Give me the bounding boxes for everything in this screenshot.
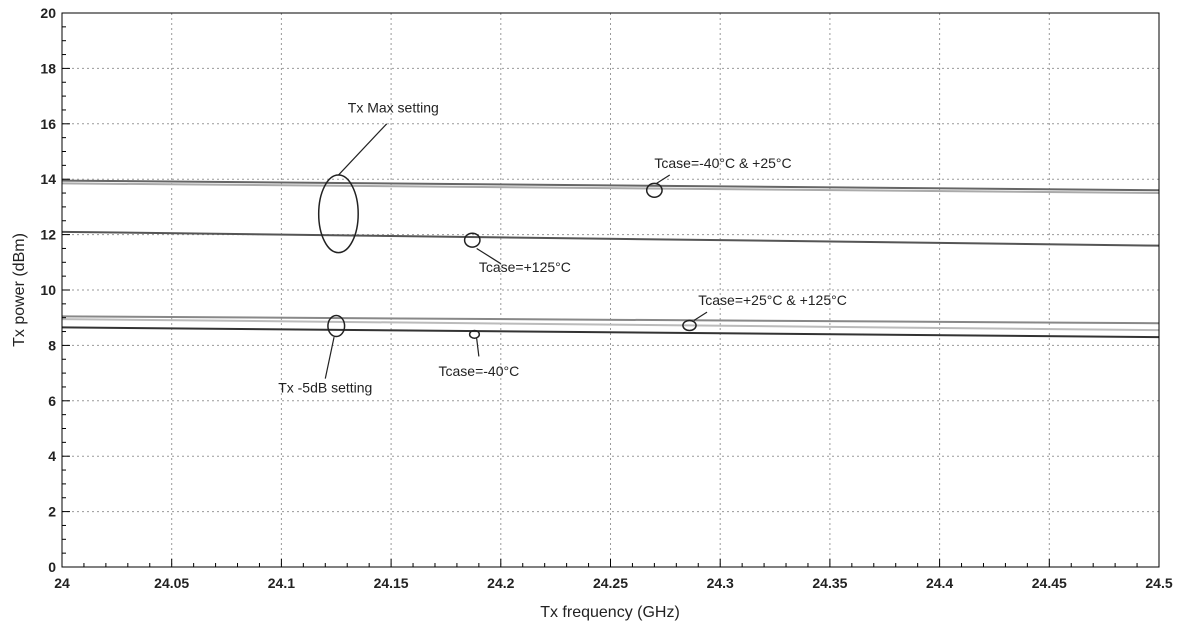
annotation: Tcase=-40°C & +25°C [645,155,792,198]
annotation-leader [656,174,671,184]
annotations-group: Tx Max setting Tcase=-40°C & +25°C Tcase=+… [278,100,847,396]
x-tick-label: 24 [54,575,70,591]
annotation-label: Tcase=+25°C & +125°C [698,292,847,308]
annotation: Tcase=+125°C [463,232,571,275]
x-tick-label: 24.05 [154,575,189,591]
annotation-label: Tx Max setting [348,100,439,116]
y-tick-label: 14 [40,171,56,187]
x-tick-label: 24.25 [593,575,628,591]
y-tick-label: 6 [48,393,56,409]
x-tick-label: 24.1 [268,575,295,591]
y-tick-label: 8 [48,337,56,353]
grid-lines [62,13,1159,567]
x-tick-label: 24.2 [487,575,514,591]
y-tick-label: 4 [48,448,56,464]
y-tick-label: 20 [40,5,56,21]
annotation-leader [324,336,335,379]
annotation-label: Tcase=+125°C [479,259,571,275]
annotation-ellipse [468,329,481,339]
x-axis-ticks: 24 24.05 24.1 24.15 24.2 24.25 24.3 24.35 24.4 24… [54,559,1173,591]
annotation: Tcase=-40°C [439,329,520,379]
series-line [61,326,1160,339]
series-line [61,315,1160,325]
x-tick-label: 24.3 [707,575,734,591]
x-tick-label: 24.45 [1032,575,1067,591]
annotation-label: Tcase=-40°C & +25°C [654,155,791,171]
y-axis-ticks: 0 2 4 6 8 10 12 14 16 18 20 [40,5,70,575]
annotation-ellipse [327,314,346,338]
annotation-ellipse [682,319,697,332]
y-tick-label: 16 [40,116,56,132]
annotation-leader [693,311,708,321]
annotation-ellipse [645,182,663,198]
annotation: Tcase=+25°C & +125°C [682,292,847,332]
y-tick-label: 2 [48,504,56,520]
series-line [61,182,1160,195]
y-axis-label: Tx power (dBm) [11,233,28,347]
series-line [61,179,1160,192]
annotation-leader [338,123,388,176]
annotation: Tx -5dB setting [278,314,372,395]
y-tick-label: 12 [40,227,56,243]
y-tick-label: 10 [40,282,56,298]
x-axis-label: Tx frequency (GHz) [540,604,680,621]
annotation-label: Tcase=-40°C [439,363,520,379]
annotation-leader [476,338,480,357]
annotation: Tx Max setting [317,100,439,254]
x-tick-label: 24.15 [374,575,409,591]
x-tick-label: 24.4 [926,575,953,591]
x-tick-label: 24.35 [812,575,847,591]
annotation-leader [476,247,502,265]
y-tick-label: 0 [48,559,56,575]
series-line [61,318,1160,332]
x-tick-label: 24.5 [1145,575,1172,591]
annotation-ellipse [463,232,481,248]
annotation-label: Tx -5dB setting [278,379,372,395]
y-tick-label: 18 [40,60,56,76]
series-group [61,179,1160,339]
series-line [61,230,1160,247]
